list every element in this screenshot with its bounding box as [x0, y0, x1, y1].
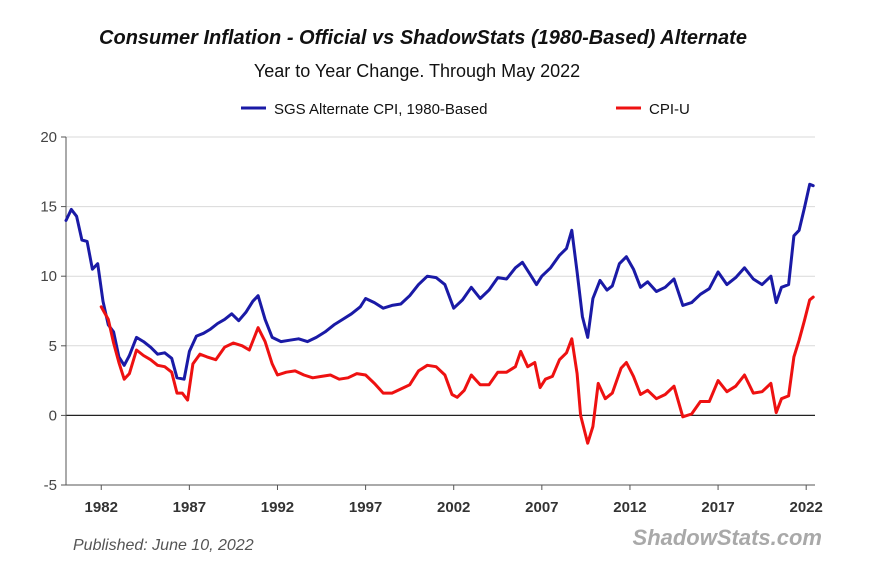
x-tick-label: 2007 — [525, 499, 558, 516]
x-tick-label: 2012 — [613, 499, 646, 516]
gridlines — [66, 136, 815, 417]
y-tick-label: 0 — [49, 407, 57, 424]
legend-label-sgs: SGS Alternate CPI, 1980-Based — [274, 101, 487, 118]
y-tick-label: -5 — [44, 477, 57, 494]
y-tick-label: 20 — [40, 129, 57, 146]
legend-label-cpi-u: CPI-U — [649, 101, 690, 118]
chart-subtitle: Year to Year Change. Through May 2022 — [254, 61, 580, 81]
y-tick-label: 10 — [40, 268, 57, 285]
x-tick-label: 1982 — [85, 499, 118, 516]
x-tick-label: 2002 — [437, 499, 470, 516]
x-tick-label: 2022 — [790, 499, 823, 516]
x-tick-label: 1987 — [173, 499, 206, 516]
x-axis: 1982 1987 1992 1997 2002 2007 2012 2017 2022 — [66, 484, 823, 516]
chart-title: Consumer Inflation - Official vs ShadowS… — [99, 27, 747, 49]
series-lines — [64, 182, 815, 445]
y-tick-label: 15 — [40, 199, 57, 216]
series-line-cpi-u — [99, 295, 815, 445]
series-line-sgs — [64, 182, 815, 381]
y-tick-label: 5 — [49, 338, 57, 355]
x-tick-label: 1992 — [261, 499, 294, 516]
legend: SGS Alternate CPI, 1980-Based CPI-U — [241, 101, 690, 118]
published-date: Published: June 10, 2022 — [73, 537, 254, 554]
shadowstats-watermark: ShadowStats.com — [633, 525, 822, 550]
x-tick-label: 1997 — [349, 499, 382, 516]
x-tick-label: 2017 — [701, 499, 734, 516]
y-axis: -5 0 5 10 15 20 — [40, 129, 67, 494]
